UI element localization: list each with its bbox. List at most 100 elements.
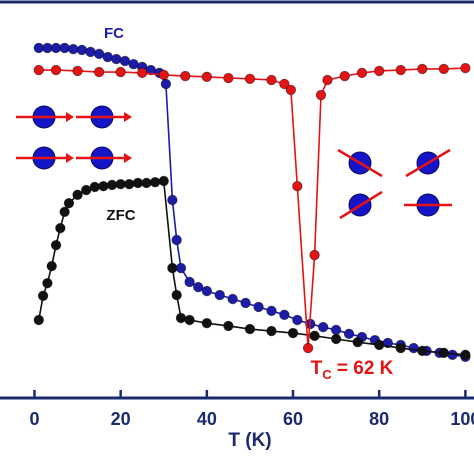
data-point <box>33 42 44 54</box>
data-point <box>115 178 126 190</box>
data-point <box>266 305 277 317</box>
data-point <box>309 249 320 261</box>
data-point <box>285 84 297 96</box>
data-point <box>93 48 105 60</box>
spin-arrows-afm <box>337 148 452 220</box>
data-point <box>160 78 172 90</box>
data-point <box>158 175 169 187</box>
data-point <box>201 285 213 297</box>
data-point <box>167 262 178 274</box>
data-point <box>72 65 83 77</box>
data-point <box>339 70 350 82</box>
data-point <box>315 89 327 101</box>
series-label: FC <box>104 25 124 42</box>
data-point <box>63 197 75 209</box>
data-point <box>115 66 126 78</box>
spin-icons-afm <box>348 151 440 217</box>
x-tick-label: 100 <box>450 409 474 429</box>
data-point <box>352 336 363 348</box>
data-point <box>136 67 148 79</box>
data-point <box>72 189 83 201</box>
data-point <box>158 69 169 81</box>
data-point <box>266 74 277 86</box>
data-point <box>227 293 238 305</box>
data-point <box>85 46 96 58</box>
data-point <box>253 301 264 313</box>
data-point <box>171 234 182 246</box>
tc-label: TC = 62 K <box>311 358 394 382</box>
data-point <box>417 63 428 75</box>
x-tick-label: 0 <box>29 409 39 429</box>
data-point <box>279 78 290 90</box>
data-point <box>292 180 303 192</box>
tc-rest: = 62 K <box>332 358 394 379</box>
data-point <box>460 349 471 361</box>
data-point <box>460 62 471 74</box>
data-point <box>201 317 213 329</box>
data-point <box>42 277 53 289</box>
data-point <box>102 51 113 63</box>
x-axis-label: T (K) <box>228 430 271 451</box>
x-tick-label: 60 <box>283 409 303 429</box>
data-point <box>50 239 62 251</box>
data-point <box>193 281 204 293</box>
data-point <box>223 320 234 332</box>
data-point <box>119 55 131 67</box>
data-point <box>240 297 251 309</box>
data-point <box>309 330 320 342</box>
data-point <box>244 73 256 85</box>
x-tick-label: 80 <box>369 409 389 429</box>
data-point <box>59 206 70 218</box>
data-point <box>417 345 428 357</box>
data-point <box>356 67 368 79</box>
data-point <box>447 349 458 361</box>
data-point <box>106 179 118 191</box>
data-point <box>76 44 88 56</box>
data-point <box>80 184 92 196</box>
data-point <box>132 177 144 189</box>
data-point <box>287 327 299 339</box>
data-point <box>59 42 70 54</box>
tc-main: T <box>311 358 323 379</box>
data-point <box>322 74 333 86</box>
data-point <box>292 314 303 326</box>
data-point <box>46 260 57 272</box>
x-tick-label: 40 <box>197 409 217 429</box>
data-point <box>279 309 290 321</box>
data-point <box>330 333 342 345</box>
data-point <box>330 324 342 336</box>
data-point <box>124 178 135 190</box>
data-point <box>223 72 234 84</box>
data-point <box>128 58 139 70</box>
data-point <box>244 323 256 335</box>
data-point <box>42 42 53 54</box>
data-point <box>395 64 406 76</box>
series-line <box>38 47 466 358</box>
data-point <box>201 71 213 83</box>
data-point <box>184 314 195 326</box>
data-point <box>149 176 161 188</box>
data-point <box>184 276 195 288</box>
data-point <box>55 222 66 234</box>
spin-arrows-fm <box>16 112 132 163</box>
data-point <box>374 339 385 351</box>
data-point <box>111 53 122 65</box>
data-point <box>374 65 385 77</box>
tc-sub: C <box>322 367 332 382</box>
data-point <box>175 312 187 324</box>
data-point <box>37 290 49 302</box>
data-point <box>408 342 419 354</box>
data-point <box>98 180 109 192</box>
x-tick-label: 20 <box>111 409 131 429</box>
data-point <box>141 177 152 189</box>
data-point <box>68 43 79 55</box>
data-point <box>266 325 277 337</box>
data-point <box>175 262 187 274</box>
data-point <box>89 181 101 193</box>
data-point <box>214 289 225 301</box>
data-point <box>343 328 355 340</box>
data-point <box>167 194 178 206</box>
data-point <box>50 64 62 76</box>
